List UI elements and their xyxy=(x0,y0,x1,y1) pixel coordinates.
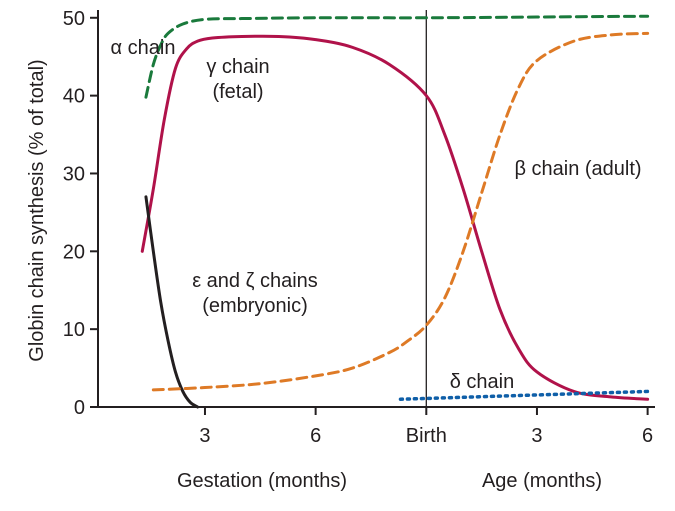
axes: 0 10 20 30 40 50 3 6 3 6 Birth Gestation (months) Ag… xyxy=(26,8,655,492)
epsilon-zeta-chains-line xyxy=(144,195,200,409)
y-axis-title: Globin chain synthesis (% of total) xyxy=(26,59,48,361)
epsilon-zeta-chains-label: (embryonic) xyxy=(202,295,308,317)
delta-chain-line xyxy=(398,389,650,401)
x-axis-title-gestation: Gestation (months) xyxy=(177,470,347,492)
beta-chain-line xyxy=(151,31,650,392)
epsilon-zeta-chains-label: ε and ζ chains xyxy=(192,270,318,292)
y-tick-label: 40 xyxy=(63,86,85,108)
beta-chain-label: β chain (adult) xyxy=(514,158,641,180)
x-tick-label: 3 xyxy=(199,425,210,447)
alpha-chain-label: α chain xyxy=(111,37,176,59)
y-tick-label: 30 xyxy=(63,163,85,185)
y-tick-label: 20 xyxy=(63,241,85,263)
x-tick-label-birth: Birth xyxy=(406,425,447,447)
y-tick-label: 0 xyxy=(74,397,85,419)
x-tick-label: 6 xyxy=(642,425,653,447)
y-tick-label: 50 xyxy=(63,8,85,30)
series-layer xyxy=(140,14,650,409)
x-tick-label: 3 xyxy=(531,425,542,447)
annotations: α chain γ chain (fetal) ε and ζ chains (embr… xyxy=(111,37,642,393)
alpha-chain-line xyxy=(144,14,650,99)
gamma-chain-label: γ chain xyxy=(206,56,269,78)
gamma-chain-label: (fetal) xyxy=(212,81,263,103)
y-tick-label: 10 xyxy=(63,319,85,341)
x-tick-label: 6 xyxy=(310,425,321,447)
delta-chain-label: δ chain xyxy=(450,371,515,393)
gamma-chain-line xyxy=(140,34,650,401)
x-axis-title-age: Age (months) xyxy=(482,470,602,492)
